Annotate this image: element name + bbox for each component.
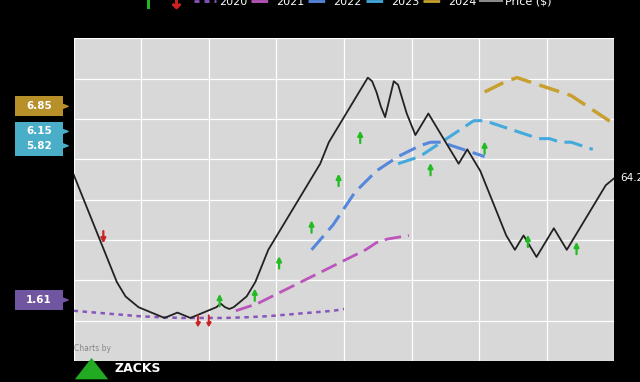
FancyBboxPatch shape [15,97,63,116]
FancyArrowPatch shape [63,298,68,302]
Text: Charts by: Charts by [74,344,111,353]
Text: 6.15: 6.15 [26,126,52,136]
FancyArrowPatch shape [63,144,68,148]
Text: 64.24: 64.24 [620,173,640,183]
FancyArrowPatch shape [63,104,68,108]
Polygon shape [75,358,108,379]
Text: 5.82: 5.82 [26,141,52,151]
Legend: , , 2020, 2021, 2022, 2023, 2024, Price ($): , , 2020, 2021, 2022, 2023, 2024, Price … [132,0,556,11]
FancyBboxPatch shape [15,121,63,141]
FancyArrowPatch shape [63,129,68,134]
FancyBboxPatch shape [15,136,63,155]
Text: ZACKS: ZACKS [115,362,161,375]
Text: 1.61: 1.61 [26,295,52,305]
Text: 6.85: 6.85 [26,101,52,111]
FancyBboxPatch shape [15,290,63,310]
